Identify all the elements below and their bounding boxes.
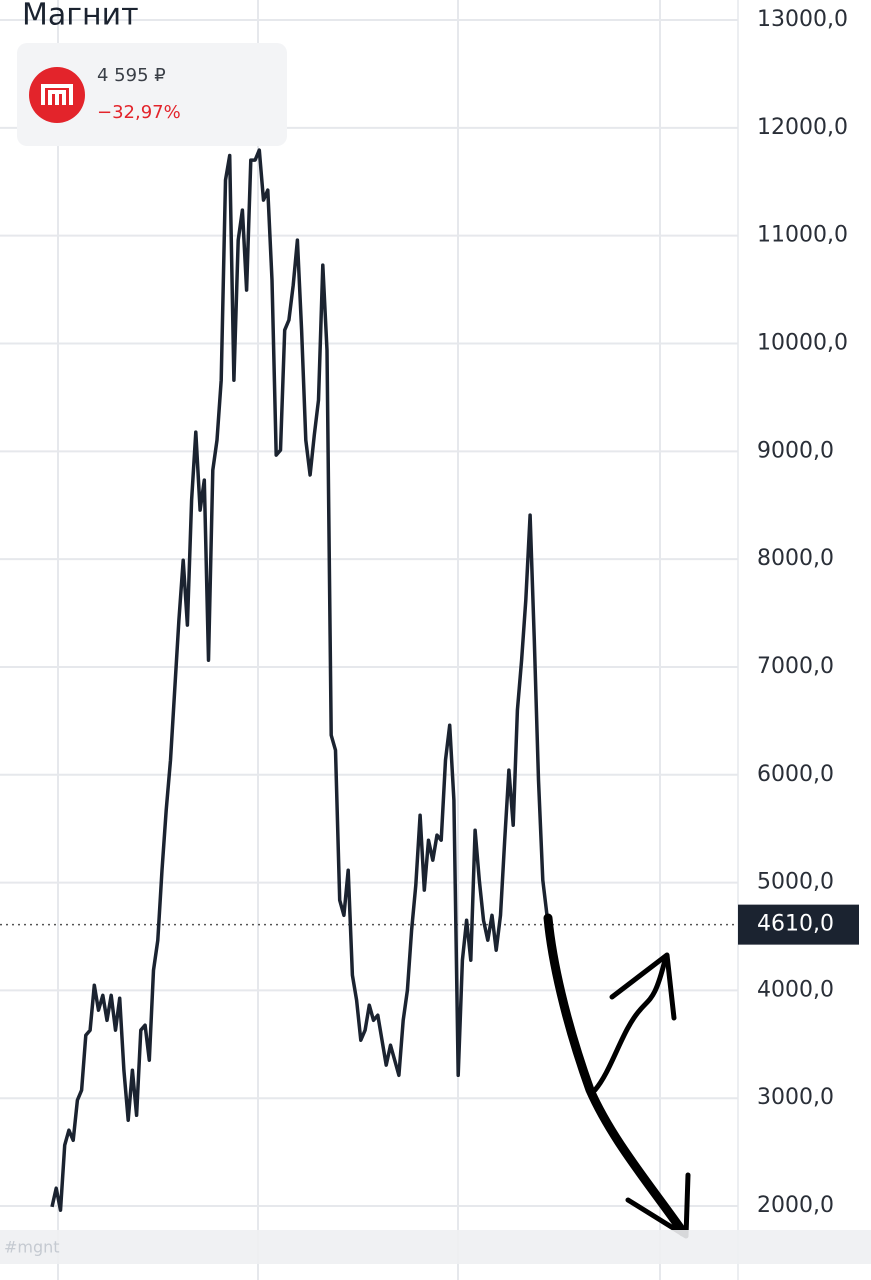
y-tick-label: 10000,0 bbox=[757, 331, 848, 356]
y-tick-label: 3000,0 bbox=[757, 1085, 834, 1110]
hand-arrow-up bbox=[592, 957, 668, 1093]
last-price-label: 4610,0 bbox=[757, 912, 834, 937]
y-tick-label: 13000,0 bbox=[757, 7, 848, 32]
y-tick-label: 11000,0 bbox=[757, 223, 848, 248]
logo-mark bbox=[41, 84, 73, 105]
grid: 2000,0 3000,0 4000,0 5000,0 6000,0 7000,0 8000… bbox=[0, 7, 848, 1218]
y-tick-label: 2000,0 bbox=[757, 1193, 834, 1218]
chart-title: Магнит bbox=[22, 0, 139, 33]
hand-arrow-down bbox=[543, 913, 688, 1237]
bottom-bar bbox=[0, 1230, 871, 1264]
price-card bbox=[17, 43, 287, 146]
y-tick-label: 4000,0 bbox=[757, 977, 834, 1002]
y-tick-label: 9000,0 bbox=[757, 438, 834, 463]
watermark: #mgnt bbox=[4, 1238, 60, 1257]
card-price: 4 595 ₽ bbox=[97, 65, 166, 86]
hand-arrowhead bbox=[609, 952, 677, 1021]
last-price-badge bbox=[738, 904, 859, 945]
y-tick-label: 6000,0 bbox=[757, 762, 834, 787]
y-tick-label: 8000,0 bbox=[757, 546, 834, 571]
plot bbox=[50, 148, 549, 1212]
y-tick-label: 7000,0 bbox=[757, 654, 834, 679]
card-change: −32,97% bbox=[97, 102, 181, 123]
y-tick-label: 12000,0 bbox=[757, 115, 848, 140]
y-tick-label: 5000,0 bbox=[757, 870, 834, 895]
price-line bbox=[50, 148, 549, 1212]
